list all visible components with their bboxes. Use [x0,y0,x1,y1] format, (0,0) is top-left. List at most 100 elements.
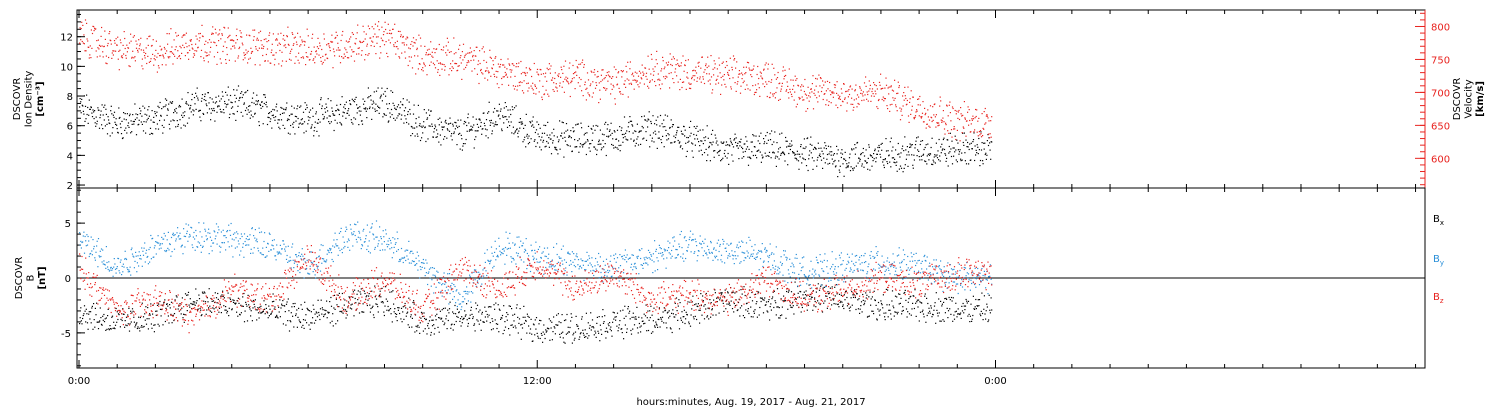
data-point [145,52,147,55]
data-point [849,310,851,312]
data-point [219,58,221,60]
data-point [301,123,303,125]
data-point [955,302,957,304]
data-point [759,151,761,153]
data-point [359,114,361,116]
data-point [435,136,437,138]
data-point [146,62,148,65]
data-point [430,61,432,63]
data-point [919,159,921,161]
data-point [135,324,137,326]
data-point [299,321,302,324]
data-point [373,28,375,30]
velocity-tick-label: 750 [1431,55,1450,66]
data-point [679,302,681,304]
data-point [96,120,98,122]
data-point [878,98,880,101]
data-point [277,122,279,124]
data-point [386,32,388,34]
data-point [277,33,279,35]
data-point [294,115,296,117]
data-point [533,140,535,142]
data-point [337,108,339,110]
data-point [182,116,184,118]
data-point [512,85,514,87]
data-point [134,103,136,105]
data-point [276,314,278,316]
data-point [683,316,685,318]
data-point [134,326,136,328]
data-point [144,57,146,59]
data-point [383,113,385,115]
data-point [773,152,775,154]
data-point [672,313,674,315]
data-point [228,59,230,61]
data-point [315,319,317,321]
data-point [507,109,509,111]
data-point [96,40,98,42]
data-point [112,327,114,329]
data-point [737,76,739,78]
data-point [283,112,285,114]
data-point [656,63,658,65]
data-point [393,303,395,305]
data-point [776,306,778,308]
data-point [139,45,141,47]
data-point [120,133,123,135]
data-point [722,75,724,77]
data-point [103,313,105,316]
data-point [798,296,800,298]
data-point [309,328,311,330]
data-point [906,154,908,156]
data-point [153,121,155,123]
data-point [734,133,736,135]
data-point [860,305,862,307]
data-point [595,124,597,127]
data-point [104,30,106,32]
data-point [490,122,492,124]
data-point [649,146,651,148]
data-point [799,97,801,99]
data-point [327,98,329,100]
data-point [722,302,724,304]
data-point [142,105,144,107]
data-point [604,123,606,125]
data-point [120,318,122,320]
data-point [760,300,762,303]
data-point [247,109,249,111]
data-point [265,101,267,103]
data-point [525,319,527,322]
data-point [402,306,404,308]
velocity-tick-label: 700 [1431,88,1450,99]
data-point [828,153,830,155]
data-point [218,33,220,35]
data-point [292,44,294,46]
data-point [223,297,225,299]
data-point [670,63,672,66]
data-point [641,317,643,319]
data-point [980,315,982,317]
data-point [588,94,590,96]
data-point [713,60,715,62]
data-point [540,332,542,335]
data-point [875,85,877,87]
data-point [387,121,389,123]
data-point [266,48,269,50]
data-point [338,55,340,57]
data-point [648,111,650,113]
data-point [848,157,851,159]
data-point [211,98,213,100]
data-point [538,74,540,76]
data-point [945,124,947,126]
data-point [105,329,107,331]
data-point [770,157,772,159]
data-point [724,289,726,291]
data-point [316,130,318,132]
data-point [478,82,480,85]
data-point [634,79,636,81]
data-point [245,303,247,305]
data-point [767,68,769,70]
data-point [898,85,900,87]
data-point [286,102,288,104]
data-point [526,135,528,137]
